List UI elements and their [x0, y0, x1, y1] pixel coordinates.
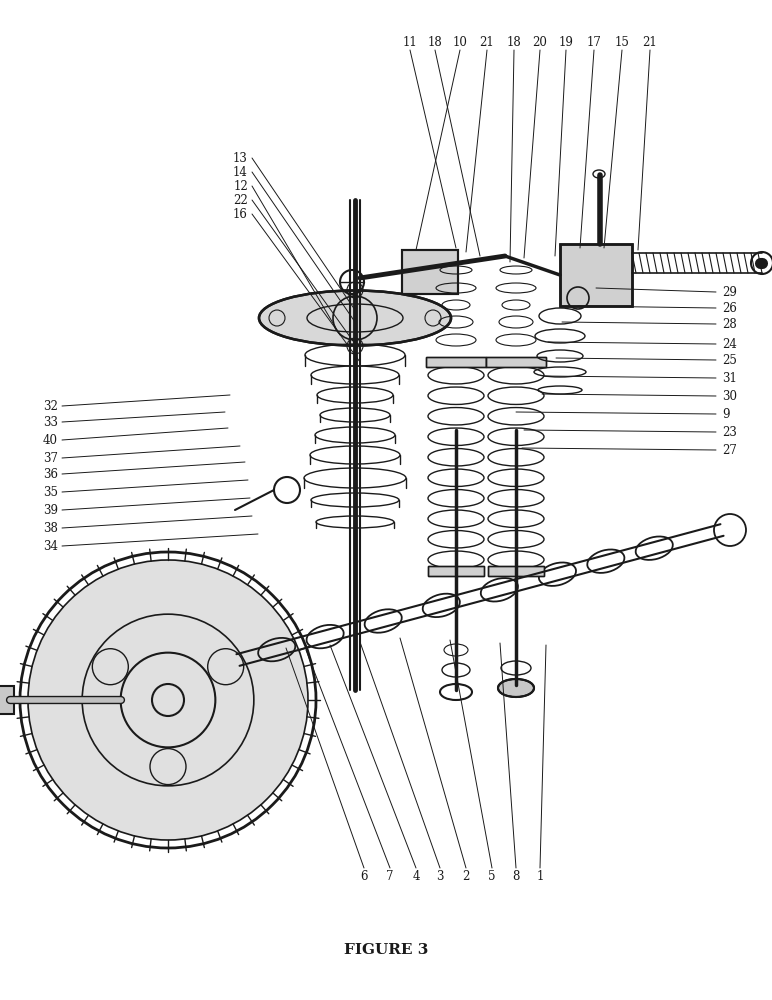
Text: 1: 1	[537, 869, 543, 882]
Text: 39: 39	[43, 504, 58, 516]
Text: 32: 32	[43, 399, 58, 412]
Bar	[426, 357, 486, 367]
Text: 6: 6	[361, 869, 367, 882]
Text: 8: 8	[513, 869, 520, 882]
Bar	[426, 357, 486, 367]
Bar	[0, 686, 14, 714]
Ellipse shape	[259, 290, 451, 346]
Text: 21: 21	[642, 35, 658, 48]
Text: 18: 18	[428, 35, 442, 48]
Text: 22: 22	[233, 194, 248, 207]
Text: 15: 15	[615, 35, 629, 48]
Text: FIGURE 3: FIGURE 3	[344, 943, 428, 957]
Text: 35: 35	[43, 486, 58, 498]
Bar	[488, 566, 544, 576]
Text: 27: 27	[722, 444, 737, 456]
Bar	[486, 357, 546, 367]
Text: 24: 24	[722, 338, 737, 351]
Bar	[402, 250, 458, 294]
Text: 11: 11	[403, 35, 418, 48]
Text: 19: 19	[559, 35, 574, 48]
Bar	[488, 566, 544, 576]
Text: 13: 13	[233, 151, 248, 164]
Text: 16: 16	[233, 208, 248, 221]
Text: 4: 4	[412, 869, 420, 882]
Text: 38: 38	[43, 522, 58, 534]
Bar	[486, 357, 546, 367]
Bar	[560, 244, 632, 306]
Bar	[402, 250, 458, 294]
Text: 10: 10	[452, 35, 467, 48]
Text: 26: 26	[722, 302, 737, 314]
Text: 21: 21	[479, 35, 494, 48]
Text: 20: 20	[533, 35, 547, 48]
Text: 14: 14	[233, 165, 248, 178]
Text: 9: 9	[722, 408, 730, 420]
Bar	[560, 244, 632, 306]
Text: 29: 29	[722, 286, 737, 298]
Text: 28: 28	[722, 318, 736, 330]
Text: 34: 34	[43, 540, 58, 552]
Text: 23: 23	[722, 426, 737, 438]
Bar	[428, 566, 484, 576]
Bar	[428, 566, 484, 576]
Text: 7: 7	[386, 869, 394, 882]
Text: 3: 3	[436, 869, 444, 882]
Text: 5: 5	[488, 869, 496, 882]
Text: 33: 33	[43, 416, 58, 428]
Text: 2: 2	[462, 869, 469, 882]
Text: 31: 31	[722, 371, 737, 384]
Text: 25: 25	[722, 354, 737, 366]
Text: 36: 36	[43, 468, 58, 481]
Text: 40: 40	[43, 434, 58, 446]
Text: 18: 18	[506, 35, 521, 48]
Text: 30: 30	[722, 389, 737, 402]
Text: 17: 17	[587, 35, 601, 48]
Circle shape	[28, 560, 308, 840]
Ellipse shape	[498, 679, 534, 697]
Text: 37: 37	[43, 452, 58, 464]
Text: 12: 12	[233, 180, 248, 192]
